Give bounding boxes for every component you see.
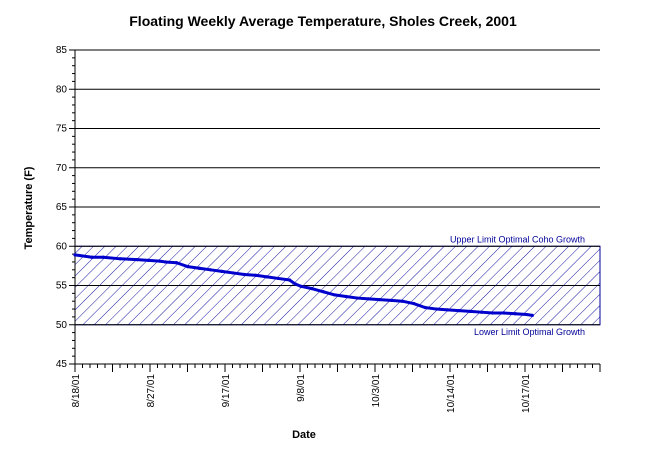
data-point bbox=[101, 255, 105, 259]
data-point bbox=[135, 257, 139, 262]
x-tick-label: 9/8/01 bbox=[296, 374, 307, 402]
data-point bbox=[389, 298, 393, 303]
data-point bbox=[525, 312, 529, 317]
y-tick-label: 75 bbox=[56, 124, 68, 135]
data-point bbox=[231, 271, 235, 275]
data-point bbox=[321, 290, 325, 294]
data-point bbox=[355, 296, 359, 300]
data-point bbox=[299, 284, 303, 288]
data-point bbox=[366, 297, 371, 301]
data-point bbox=[491, 311, 495, 315]
data-point bbox=[242, 272, 246, 277]
data-point bbox=[287, 278, 292, 282]
data-point bbox=[146, 258, 150, 262]
data-point bbox=[502, 311, 506, 315]
data-point bbox=[445, 308, 450, 312]
data-point bbox=[158, 259, 162, 263]
data-point bbox=[254, 273, 258, 277]
data-point bbox=[220, 269, 224, 273]
data-point bbox=[333, 293, 337, 297]
y-tick-label: 65 bbox=[56, 202, 68, 213]
y-axis-label: Temperature (F) bbox=[23, 166, 35, 249]
x-tick-label: 9/17/01 bbox=[221, 374, 232, 408]
y-tick-label: 50 bbox=[56, 320, 68, 331]
data-point bbox=[513, 312, 517, 316]
data-point bbox=[175, 261, 179, 265]
x-tick-label: 8/18/01 bbox=[71, 374, 82, 408]
data-point bbox=[186, 265, 190, 269]
data-point bbox=[412, 301, 416, 306]
data-point bbox=[90, 255, 94, 259]
data-point bbox=[310, 287, 314, 291]
y-axis: 45 50 55 60 65 70 75 80 85 bbox=[56, 45, 76, 370]
lower-limit-label: Lower Limit Optimal Growth bbox=[474, 327, 585, 337]
y-tick-label: 60 bbox=[56, 241, 68, 252]
x-axis-label: Date bbox=[292, 429, 316, 441]
data-point bbox=[468, 309, 472, 314]
data-point bbox=[293, 282, 297, 286]
x-tick-label: 8/27/01 bbox=[146, 374, 157, 408]
y-tick-label: 80 bbox=[56, 84, 68, 95]
data-point bbox=[344, 294, 348, 299]
data-point bbox=[434, 307, 438, 311]
data-point bbox=[530, 313, 534, 317]
data-point bbox=[118, 257, 122, 261]
x-tick-label: 10/3/01 bbox=[371, 374, 382, 408]
grid-lines bbox=[75, 49, 600, 326]
upper-limit-label: Upper Limit Optimal Coho Growth bbox=[450, 234, 585, 244]
data-point bbox=[276, 276, 280, 281]
x-tick-label: 10/17/01 bbox=[521, 374, 532, 413]
data-point bbox=[208, 268, 213, 272]
chart-title: Floating Weekly Average Temperature, Sho… bbox=[129, 13, 517, 29]
data-point bbox=[423, 305, 427, 310]
x-tick-label: 10/14/01 bbox=[446, 374, 457, 413]
x-axis: 8/18/01 8/27/01 9/17/01 9/8/01 10/3/01 10/14/… bbox=[71, 363, 601, 413]
y-tick-label: 70 bbox=[56, 163, 68, 174]
data-point bbox=[479, 310, 484, 314]
y-tick-label: 55 bbox=[56, 281, 68, 292]
data-point bbox=[457, 309, 461, 313]
data-point bbox=[265, 275, 269, 279]
data-point bbox=[197, 266, 201, 270]
y-tick-label: 45 bbox=[56, 359, 68, 370]
data-point bbox=[73, 253, 77, 257]
data-point bbox=[378, 298, 382, 302]
y-tick-label: 85 bbox=[56, 45, 68, 56]
data-point bbox=[400, 299, 405, 303]
series-group bbox=[73, 253, 534, 317]
data-point bbox=[163, 260, 167, 264]
